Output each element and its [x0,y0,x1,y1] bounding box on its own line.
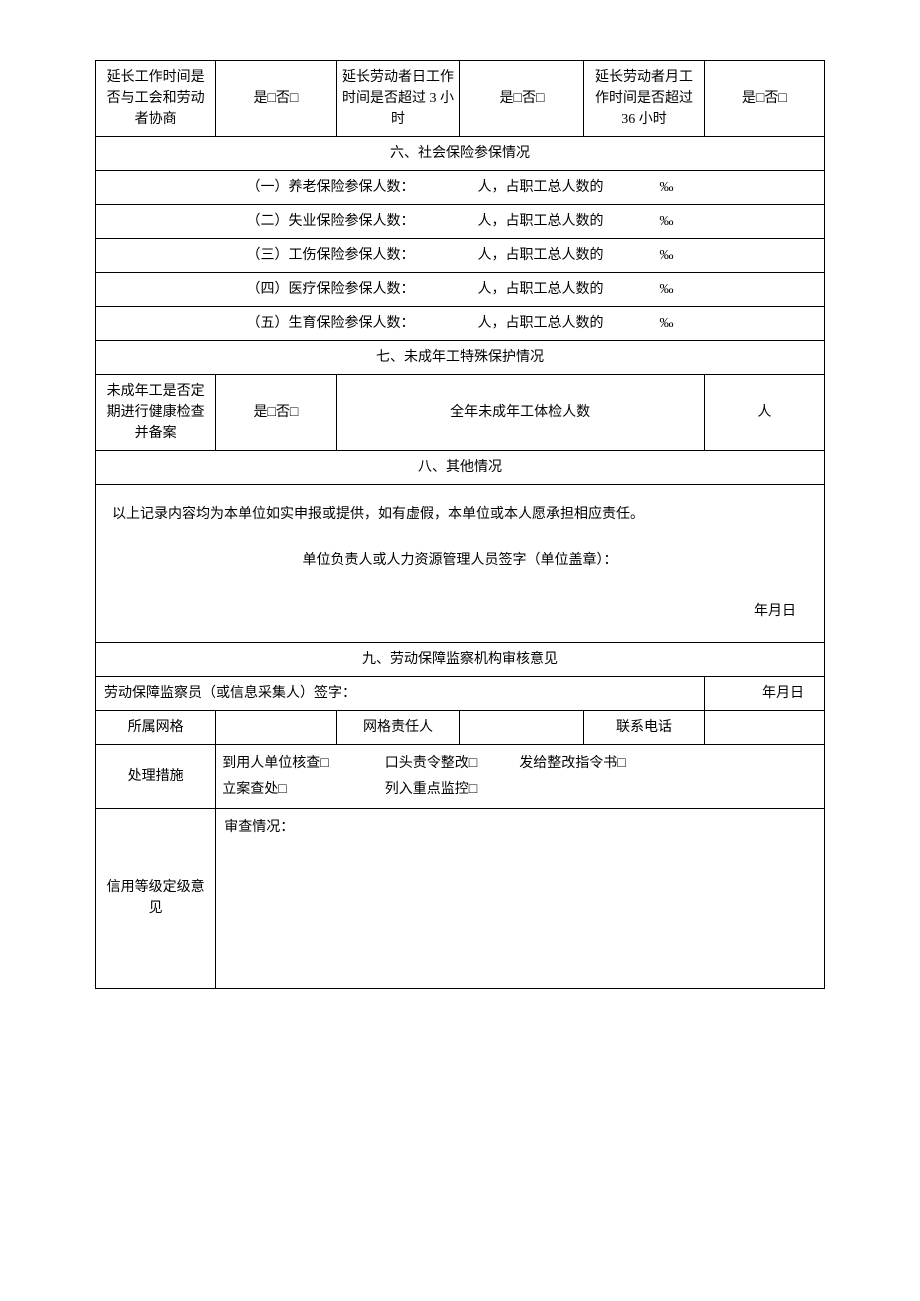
credit-label: 信用等级定级意见 [96,808,216,988]
overtime-a3[interactable]: 是□否□ [704,61,824,137]
measures-line2: 立案查处□ 列入重点监控□ [222,777,820,802]
declaration-text: 以上记录内容均为本单位如实申报或提供，如有虚假，本单位或本人愿承担相应责任。 [104,500,816,546]
inspector-signature[interactable]: 劳动保障监察员（或信息采集人）签字： [96,677,705,711]
minor-a2[interactable]: 人 [704,375,824,451]
section9-header: 九、劳动保障监察机构审核意见 [96,643,825,677]
overtime-a1[interactable]: 是□否□ [216,61,336,137]
minor-q1: 未成年工是否定期进行健康检查并备案 [96,375,216,451]
measures-row: 处理措施 到用人单位核查□ 口头责令整改□ 发给整改指令书□ 立案查处□ 列入重… [96,745,825,808]
credit-content[interactable]: 审查情况： [216,808,825,988]
insurance-medical[interactable]: （四）医疗保险参保人数： 人，占职工总人数的 ‰ [96,273,825,307]
form-table: 延长工作时间是否与工会和劳动者协商 是□否□ 延长劳动者日工作时间是否超过 3 … [95,60,825,989]
section7-header: 七、未成年工特殊保护情况 [96,341,825,375]
grid-phone-label: 联系电话 [584,711,704,745]
measures-line1: 到用人单位核查□ 口头责令整改□ 发给整改指令书□ [222,751,820,776]
grid-value[interactable] [216,711,336,745]
overtime-row: 延长工作时间是否与工会和劳动者协商 是□否□ 延长劳动者日工作时间是否超过 3 … [96,61,825,137]
signature-line: 单位负责人或人力资源管理人员签字（单位盖章）： [104,546,816,577]
declaration-block: 以上记录内容均为本单位如实申报或提供，如有虚假，本单位或本人愿承担相应责任。 单… [96,485,825,643]
minor-q2: 全年未成年工体检人数 [336,375,704,451]
inspector-date: 年月日 [704,677,824,711]
grid-owner-label: 网格责任人 [336,711,460,745]
insurance-injury[interactable]: （三）工伤保险参保人数： 人，占职工总人数的 ‰ [96,239,825,273]
minor-a1[interactable]: 是□否□ [216,375,336,451]
overtime-q2: 延长劳动者日工作时间是否超过 3 小时 [336,61,460,137]
insurance-pension[interactable]: （一）养老保险参保人数： 人，占职工总人数的 ‰ [96,171,825,205]
insurance-maternity[interactable]: （五）生育保险参保人数： 人，占职工总人数的 ‰ [96,307,825,341]
declaration-date: 年月日 [104,597,816,628]
credit-row: 信用等级定级意见 审查情况： [96,808,825,988]
section8-header: 八、其他情况 [96,451,825,485]
grid-row: 所属网格 网格责任人 联系电话 [96,711,825,745]
grid-label: 所属网格 [96,711,216,745]
insurance-unemployment[interactable]: （二）失业保险参保人数： 人，占职工总人数的 ‰ [96,205,825,239]
overtime-q1: 延长工作时间是否与工会和劳动者协商 [96,61,216,137]
section6-header: 六、社会保险参保情况 [96,137,825,171]
minor-row: 未成年工是否定期进行健康检查并备案 是□否□ 全年未成年工体检人数 人 [96,375,825,451]
overtime-q3: 延长劳动者月工作时间是否超过 36 小时 [584,61,704,137]
overtime-a2[interactable]: 是□否□ [460,61,584,137]
grid-owner-value[interactable] [460,711,584,745]
measures-options[interactable]: 到用人单位核查□ 口头责令整改□ 发给整改指令书□ 立案查处□ 列入重点监控□ [216,745,825,808]
grid-phone-value[interactable] [704,711,824,745]
measures-label: 处理措施 [96,745,216,808]
